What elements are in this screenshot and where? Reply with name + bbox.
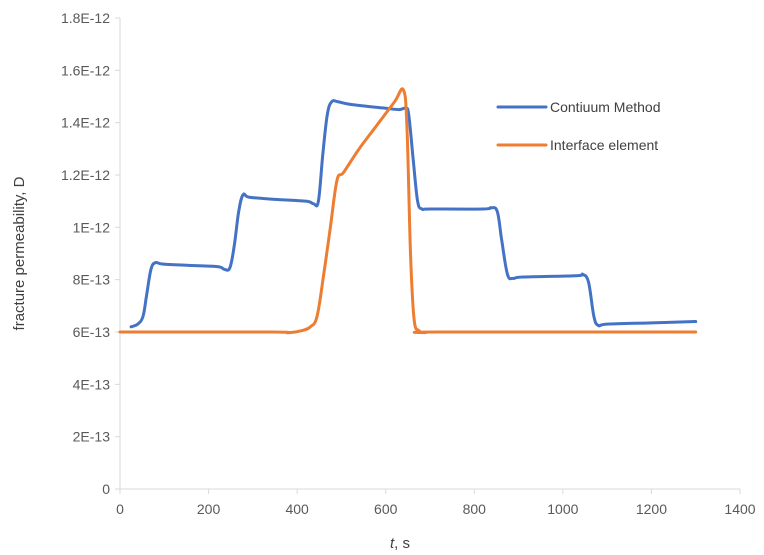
y-tick-label: 8E-13 <box>73 272 111 288</box>
y-axis-title: fracture permeability, D <box>11 176 28 330</box>
series-layer <box>118 87 698 335</box>
x-tick-label: 800 <box>463 501 487 517</box>
y-tick-label: 1.4E-12 <box>61 115 110 131</box>
y-tick-label: 6E-13 <box>73 324 111 340</box>
x-axis-title: t, s <box>390 535 410 552</box>
y-tick-label: 1.8E-12 <box>61 10 110 26</box>
x-tick-label: 400 <box>285 501 309 517</box>
y-tick-label: 1E-12 <box>73 219 111 235</box>
x-axis-ticks: 0 200 400 600 800 1000 1200 1400 <box>116 489 756 517</box>
y-tick-label: 4E-13 <box>73 376 111 392</box>
y-tick-label: 1.2E-12 <box>61 167 110 183</box>
x-axis-title-variable: t <box>390 535 395 552</box>
legend-label: Interface element <box>550 137 658 153</box>
x-tick-label: 1400 <box>724 501 755 517</box>
legend-label: Contiuum Method <box>550 99 661 115</box>
legend: Contiuum Method Interface element <box>496 99 661 153</box>
series-line-contiuum-method <box>129 99 698 329</box>
x-tick-label: 200 <box>197 501 221 517</box>
y-tick-label: 2E-13 <box>73 429 111 445</box>
x-tick-label: 1200 <box>636 501 667 517</box>
series-line-interface-element <box>118 87 698 335</box>
x-tick-label: 1000 <box>547 501 578 517</box>
x-axis-title-unit: , s <box>394 535 410 552</box>
x-tick-label: 0 <box>116 501 124 517</box>
y-tick-label: 0 <box>102 481 110 497</box>
y-axis-ticks: 0 2E-13 4E-13 6E-13 8E-13 1E-12 1.2E-12 1.4E-12… <box>61 10 120 497</box>
y-tick-label: 1.6E-12 <box>61 62 110 78</box>
x-tick-label: 600 <box>374 501 398 517</box>
